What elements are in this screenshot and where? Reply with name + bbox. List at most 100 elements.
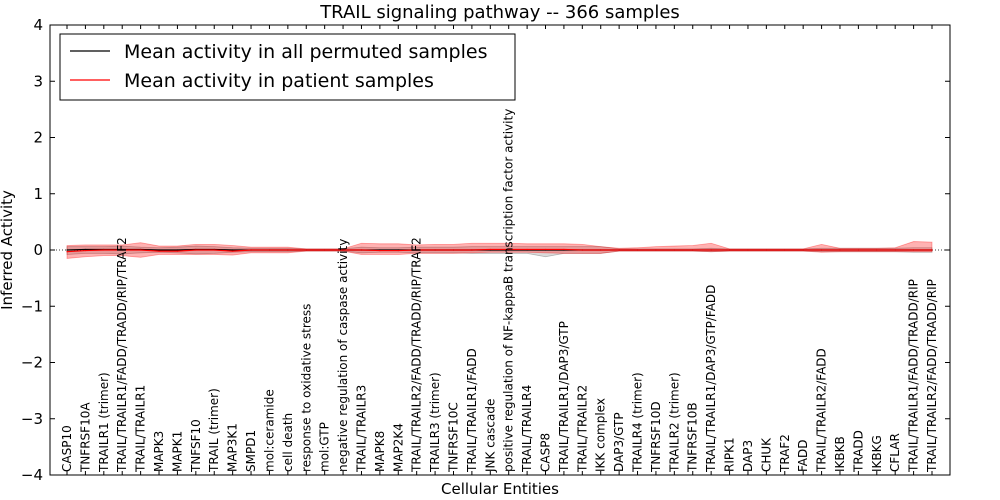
point-series-1-37 <box>747 249 749 251</box>
line-series-1 <box>66 248 932 253</box>
x-tick-label: response to oxidative stress <box>299 304 313 472</box>
point-series-0-6 <box>176 249 179 251</box>
x-tick-label: mol:GTP <box>318 422 332 472</box>
x-tick-label: MAPK1 <box>170 431 184 472</box>
x-tick-label: TRAIL/TRAILR1/FADD <box>465 348 479 473</box>
point-series-0-5 <box>158 249 160 251</box>
point-series-0-0 <box>66 249 68 251</box>
x-tick-label: RIPK1 <box>723 437 737 472</box>
legend-label-patient: Mean activity in patient samples <box>124 70 434 92</box>
point-series-0-9 <box>232 249 234 251</box>
point-series-1-14 <box>324 249 326 251</box>
x-tick-label: TRAIL/TRAILR2 <box>575 385 589 473</box>
x-tick-label: TRAIL/TRAILR4 <box>520 385 534 473</box>
x-tick-label: CFLAR <box>888 433 902 472</box>
x-tick-label: TNFSF10 <box>189 419 203 473</box>
point-series-1-16 <box>360 249 363 251</box>
point-series-1-2 <box>103 249 105 251</box>
y-tick-label: −3 <box>21 410 43 428</box>
x-tick-label: TNFRSF10B <box>686 402 700 473</box>
point-series-0-1 <box>84 248 87 251</box>
point-series-1-44 <box>876 249 878 251</box>
x-tick-label: TRAIL/TRAILR2/FADD <box>815 348 829 473</box>
point-series-1-23 <box>489 248 491 251</box>
x-tick-label: CASP8 <box>539 433 553 472</box>
x-tick-label: TRAIL/TRAILR1/FADD/TRADD/RIP/TRAF2 <box>115 237 129 473</box>
x-tick-label: MAPK8 <box>373 431 387 472</box>
y-tick-label: 2 <box>33 129 43 147</box>
x-tick-label: CASP10 <box>60 425 74 472</box>
point-series-1-24 <box>508 248 510 251</box>
x-tick-label: positive regulation of NF-kappaB transcr… <box>502 109 516 472</box>
point-series-1-17 <box>379 249 381 252</box>
plot-area: −4 −3 −2 −1 0 1 2 3 4 CASP10 TNFRSF10A TRAILR1 (tri… <box>21 16 951 484</box>
legend-box <box>59 33 516 101</box>
x-tick-label: FADD <box>796 440 810 473</box>
point-series-1-22 <box>471 249 473 251</box>
legend: Mean activity in all permuted samples Me… <box>59 33 516 101</box>
x-tick-label: TNFRSF10D <box>649 401 663 473</box>
point-series-1-8 <box>213 249 215 251</box>
x-tick-label: IKBKG <box>870 435 884 472</box>
point-series-1-21 <box>452 249 455 251</box>
x-tick-label: TRAILR3 (trimer) <box>428 372 442 473</box>
point-series-1-5 <box>158 250 160 252</box>
x-tick-label: TRAIL/TRAILR3 <box>354 385 368 473</box>
point-series-1-39 <box>784 249 786 251</box>
y-tick-label: −1 <box>21 297 43 315</box>
x-tick-label: JNK cascade <box>483 399 497 473</box>
point-series-1-0 <box>66 251 68 253</box>
x-tick-label: MAP2K4 <box>391 423 405 472</box>
point-series-1-19 <box>416 249 418 251</box>
x-tick-label: TNFRSF10A <box>78 402 92 473</box>
chart-title: TRAIL signaling pathway -- 366 samples <box>319 2 680 23</box>
y-tick-label: 1 <box>33 185 43 203</box>
point-series-1-12 <box>287 249 289 251</box>
x-tick-label: SMPD1 <box>244 430 258 472</box>
point-series-1-43 <box>857 249 859 251</box>
point-series-1-6 <box>176 250 179 252</box>
x-tick-label: CHUK <box>759 437 773 472</box>
x-tick-label: TNFRSF10C <box>446 402 460 473</box>
x-tick-label: TRAIL/TRAILR1/FADD/TRADD/RIP <box>907 279 921 473</box>
x-tick-label: IKBKB <box>833 436 847 472</box>
point-series-1-35 <box>710 249 712 251</box>
point-series-1-9 <box>232 250 234 252</box>
y-tick-label: 0 <box>33 241 43 259</box>
point-series-1-4 <box>140 249 142 251</box>
point-series-1-18 <box>397 249 399 252</box>
x-tick-label: MAP3K1 <box>226 423 240 472</box>
point-series-1-38 <box>765 249 767 251</box>
point-series-1-3 <box>121 249 123 251</box>
band-series-0 <box>66 245 933 258</box>
point-series-1-30 <box>618 249 620 251</box>
point-series-1-36 <box>728 249 731 251</box>
x-tick-label: IKK complex <box>594 398 608 472</box>
x-tick-label: TRAILR1 (trimer) <box>97 372 111 473</box>
x-tick-label: DAP3 <box>741 440 755 472</box>
y-tick-label: −4 <box>21 466 43 484</box>
x-tick-label: mol:ceramide <box>262 389 276 472</box>
point-series-1-45 <box>894 249 896 251</box>
y-tick-label: 3 <box>33 72 43 90</box>
point-series-1-11 <box>268 249 271 251</box>
point-series-1-47 <box>931 249 933 251</box>
point-series-1-15 <box>342 249 344 251</box>
x-tick-label: TRAIL/TRAILR1/DAP3/GTP <box>557 321 571 473</box>
x-tick-label: cell death <box>281 413 295 472</box>
x-tick-label: TRAIL/TRAILR2/FADD/TRADD/RIP/TRAF2 <box>410 237 424 473</box>
x-tick-label: DAP3/GTP <box>612 412 626 472</box>
x-tick-label: TRAIL/TRAILR2/FADD/TRADD/RIP <box>925 279 939 473</box>
x-tick-label: TRAILR4 (trimer) <box>631 372 645 473</box>
x-tick-label: MAPK3 <box>152 431 166 472</box>
point-series-1-20 <box>434 249 436 251</box>
point-series-1-40 <box>802 249 804 251</box>
point-series-1-13 <box>305 249 307 251</box>
x-tick-label: TRAIL/TRAILR1/DAP3/GTP/FADD <box>704 285 718 473</box>
point-series-1-34 <box>692 249 694 251</box>
x-tick-label: TRAILR2 (trimer) <box>667 372 681 473</box>
point-series-1-33 <box>673 249 675 251</box>
point-series-1-27 <box>563 248 565 251</box>
point-series-1-28 <box>581 249 583 251</box>
